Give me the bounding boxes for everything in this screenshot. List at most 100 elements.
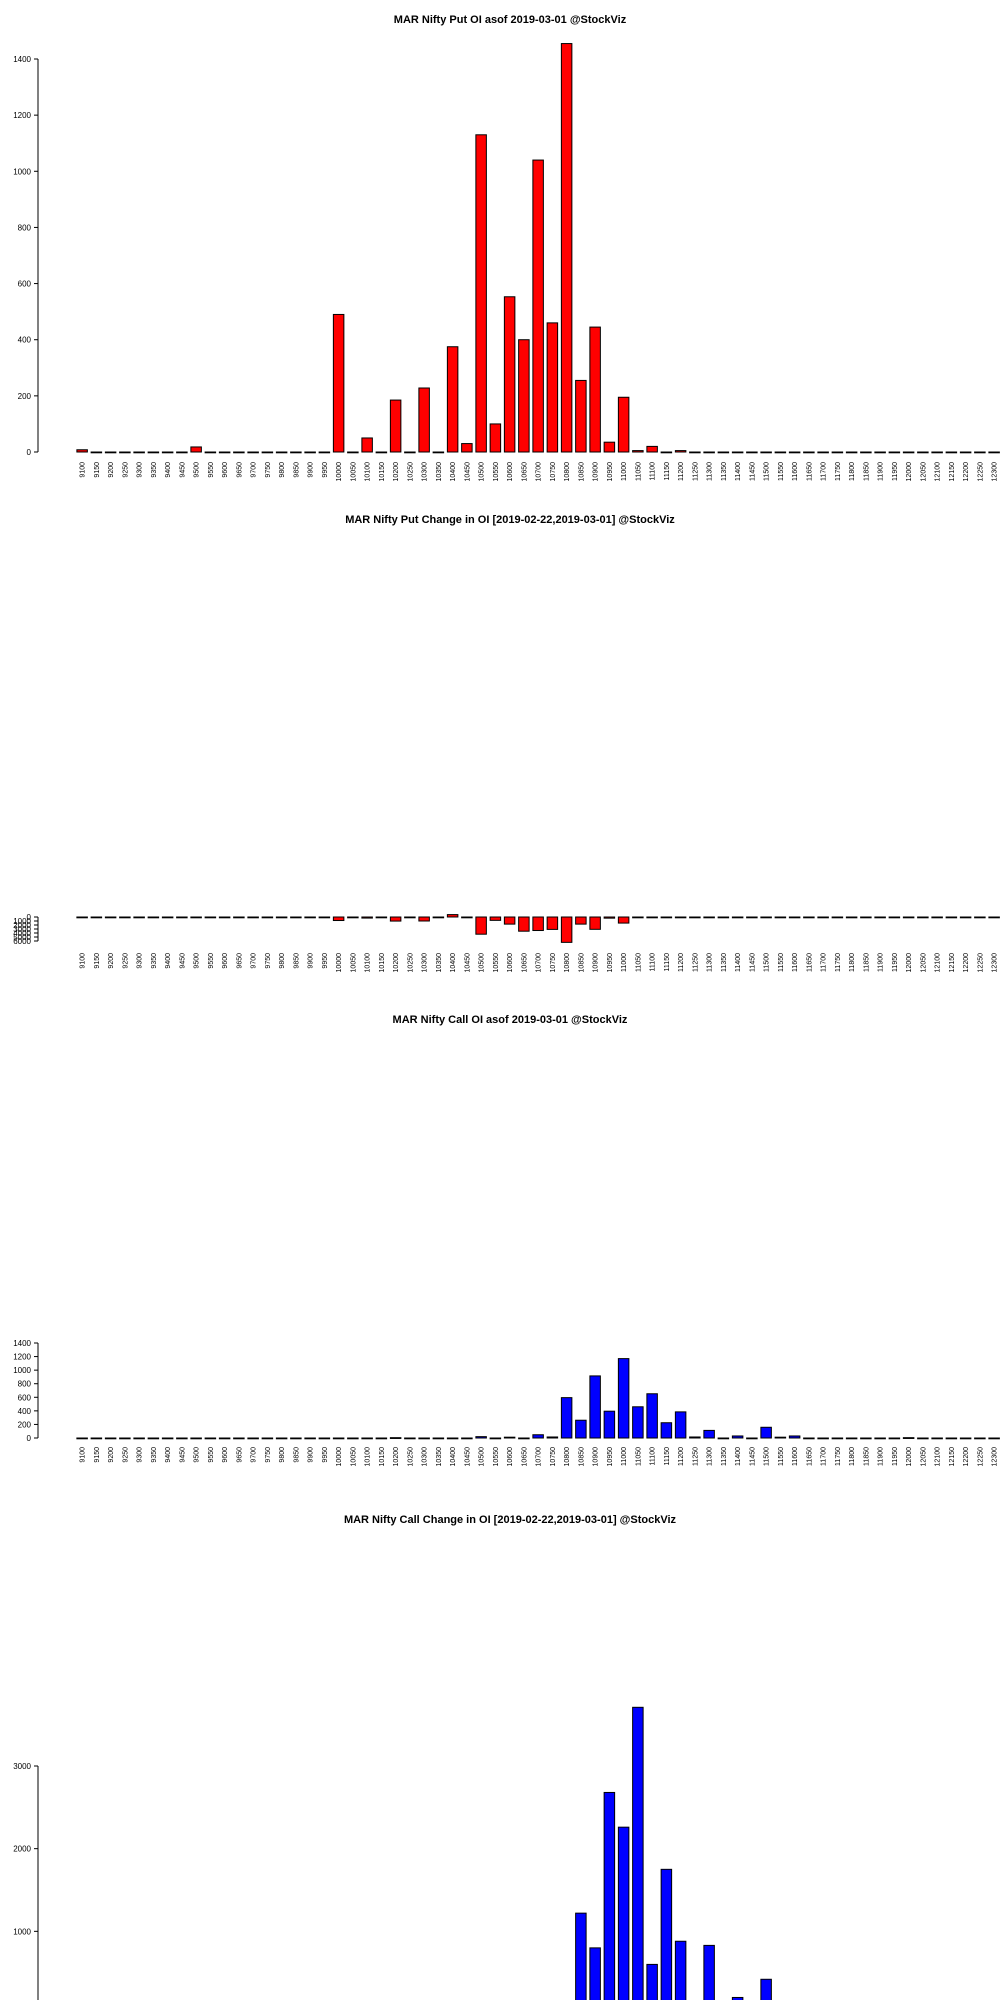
bar: [674, 450, 687, 453]
y-tick-label: 1000: [13, 167, 31, 176]
x-tick-label: 12050: [920, 953, 927, 973]
x-tick-label: 11450: [749, 953, 756, 972]
bar: [347, 916, 359, 919]
call-oi-chart-svg: MAR Nifty Call OI asof 2019-03-01 @Stock…: [13, 1014, 1000, 1467]
bar: [902, 916, 915, 919]
x-tick-label: 10850: [578, 1447, 585, 1467]
bar: [304, 916, 316, 919]
bar: [703, 916, 715, 919]
x-tick-label: 11000: [621, 1447, 628, 1466]
bar: [746, 451, 758, 454]
bar: [646, 916, 658, 919]
x-tick-label: 10800: [564, 953, 571, 973]
bar: [432, 916, 445, 919]
bar: [931, 451, 943, 454]
x-tick-label: 9400: [165, 1447, 172, 1463]
put-oi-chart: MAR Nifty Put OI asof 2019-03-01 @StockV…: [0, 0, 1000, 500]
y-tick-label: 400: [18, 336, 32, 345]
bar: [660, 916, 673, 919]
x-tick-label: 10150: [379, 1447, 386, 1467]
x-tick-label: 10300: [422, 953, 429, 973]
x-tick-label: 9250: [122, 953, 129, 969]
bar: [204, 916, 217, 919]
bar: [218, 451, 231, 454]
bar: [760, 1978, 772, 2000]
bar: [190, 446, 202, 453]
x-tick-label: 12250: [977, 462, 984, 482]
x-tick-label: 11550: [778, 953, 785, 972]
bar: [589, 326, 601, 453]
x-tick-label: 10550: [493, 953, 500, 973]
bar: [261, 451, 274, 454]
y-tick-label: 1000: [13, 917, 31, 926]
y-tick-label: 600: [18, 280, 32, 289]
x-tick-label: 11950: [892, 1447, 899, 1466]
bar: [731, 1435, 744, 1439]
x-tick-label: 10000: [336, 462, 343, 482]
x-tick-label: 11900: [878, 953, 885, 972]
bar: [389, 399, 402, 453]
x-tick-label: 11050: [635, 462, 642, 481]
chart-title: MAR Nifty Call OI asof 2019-03-01 @Stock…: [393, 1014, 628, 1026]
bar: [518, 916, 530, 932]
bar: [176, 916, 188, 919]
bar: [902, 451, 915, 454]
bar: [959, 1437, 972, 1440]
bar: [489, 1437, 502, 1440]
bar: [261, 1437, 274, 1440]
bar: [475, 1436, 487, 1439]
bar: [375, 451, 388, 454]
bar: [931, 1437, 943, 1440]
x-tick-label: 11800: [849, 462, 856, 481]
x-tick-label: 10900: [593, 462, 600, 482]
bar: [746, 916, 758, 919]
x-tick-label: 11650: [806, 1447, 813, 1466]
bar: [660, 451, 673, 454]
x-tick-label: 9100: [80, 1447, 87, 1463]
bar: [489, 423, 502, 453]
bar: [418, 387, 430, 453]
bar: [660, 1868, 673, 2000]
bar: [959, 916, 972, 919]
x-tick-label: 9150: [94, 953, 101, 969]
bar: [888, 916, 901, 919]
bar: [446, 346, 459, 453]
y-tick-label: 800: [18, 1380, 32, 1389]
bar: [945, 1437, 958, 1440]
bar: [817, 451, 829, 454]
bar: [603, 441, 616, 453]
bar: [304, 451, 316, 454]
bar: [233, 451, 245, 454]
bar: [90, 451, 103, 454]
bar: [247, 1437, 259, 1440]
x-tick-label: 9800: [279, 1447, 286, 1463]
put-change-oi-chart-svg: MAR Nifty Put Change in OI [2019-02-22,2…: [13, 514, 1000, 973]
bar: [76, 1437, 88, 1440]
bar: [874, 1437, 886, 1440]
bar: [233, 1437, 245, 1440]
y-tick-label: 800: [18, 223, 32, 232]
x-tick-label: 10750: [550, 462, 557, 482]
bar: [888, 1437, 901, 1440]
bar: [461, 443, 473, 453]
x-tick-label: 12000: [906, 953, 913, 973]
x-tick-label: 12000: [906, 462, 913, 482]
bar: [361, 1437, 373, 1440]
bar: [503, 296, 516, 453]
bar: [917, 451, 929, 454]
bar: [347, 1437, 359, 1440]
bar: [147, 451, 160, 454]
bar: [689, 1436, 701, 1439]
bar: [603, 916, 616, 919]
bar: [290, 1437, 302, 1440]
x-tick-label: 11750: [835, 953, 842, 972]
bar: [176, 451, 188, 454]
y-tick-label: 2000: [13, 1845, 31, 1854]
bar: [774, 916, 787, 919]
x-tick-label: 10850: [578, 462, 585, 482]
x-tick-label: 10400: [450, 1447, 457, 1467]
x-tick-label: 12300: [992, 953, 999, 973]
bar: [746, 1437, 758, 1440]
bar: [318, 916, 331, 919]
bar: [389, 916, 402, 922]
